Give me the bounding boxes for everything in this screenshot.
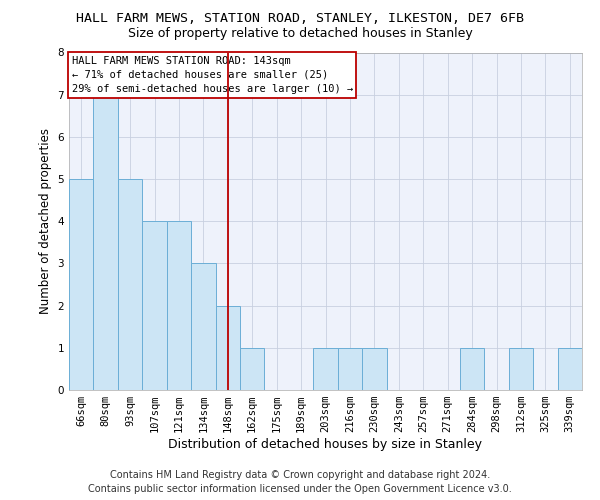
Bar [362,348,386,390]
Bar [338,348,362,390]
Bar [215,306,240,390]
Bar [557,348,582,390]
Y-axis label: Number of detached properties: Number of detached properties [39,128,52,314]
Text: HALL FARM MEWS, STATION ROAD, STANLEY, ILKESTON, DE7 6FB: HALL FARM MEWS, STATION ROAD, STANLEY, I… [76,12,524,26]
Bar [313,348,338,390]
Bar [191,264,215,390]
Bar [167,221,191,390]
Bar [118,179,142,390]
Text: Size of property relative to detached houses in Stanley: Size of property relative to detached ho… [128,28,472,40]
Bar [94,94,118,390]
Text: Contains HM Land Registry data © Crown copyright and database right 2024.
Contai: Contains HM Land Registry data © Crown c… [88,470,512,494]
Bar [240,348,265,390]
X-axis label: Distribution of detached houses by size in Stanley: Distribution of detached houses by size … [169,438,482,451]
Bar [460,348,484,390]
Bar [509,348,533,390]
Text: HALL FARM MEWS STATION ROAD: 143sqm
← 71% of detached houses are smaller (25)
29: HALL FARM MEWS STATION ROAD: 143sqm ← 71… [71,56,353,94]
Bar [142,221,167,390]
Bar [69,179,94,390]
